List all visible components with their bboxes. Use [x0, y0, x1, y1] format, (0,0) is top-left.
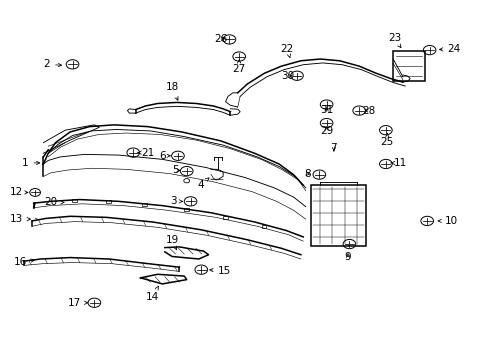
- Text: 15: 15: [210, 266, 231, 276]
- Bar: [393, 51, 425, 81]
- Text: 4: 4: [197, 178, 209, 190]
- Text: 8: 8: [304, 169, 311, 179]
- Text: 9: 9: [344, 252, 351, 262]
- Bar: [184, 208, 189, 211]
- Text: 27: 27: [233, 60, 246, 74]
- Text: 11: 11: [391, 158, 407, 168]
- Text: 13: 13: [10, 214, 30, 224]
- Text: 14: 14: [146, 286, 159, 302]
- Bar: [222, 216, 227, 219]
- Text: 29: 29: [320, 126, 333, 136]
- Text: 3: 3: [170, 196, 182, 206]
- Text: 16: 16: [14, 257, 34, 267]
- Text: 18: 18: [166, 82, 179, 100]
- Text: 25: 25: [381, 134, 394, 147]
- Text: 28: 28: [362, 105, 375, 116]
- Text: 17: 17: [67, 298, 88, 308]
- Bar: [262, 225, 267, 228]
- Text: 24: 24: [440, 44, 461, 54]
- Bar: [72, 199, 77, 202]
- Bar: [106, 200, 111, 203]
- Text: 19: 19: [166, 235, 179, 250]
- Text: 10: 10: [438, 216, 458, 226]
- Text: 22: 22: [281, 44, 294, 58]
- Text: 30: 30: [281, 71, 294, 81]
- Text: 5: 5: [172, 165, 180, 175]
- Bar: [143, 203, 147, 206]
- Text: 2: 2: [44, 59, 62, 69]
- Text: 1: 1: [22, 158, 40, 168]
- Text: 12: 12: [10, 188, 28, 197]
- Text: 6: 6: [159, 151, 171, 161]
- Text: 23: 23: [388, 33, 401, 48]
- Text: 21: 21: [138, 148, 154, 158]
- Bar: [311, 185, 367, 246]
- Text: 31: 31: [320, 104, 333, 114]
- Text: 7: 7: [331, 143, 337, 153]
- Text: 26: 26: [214, 34, 227, 44]
- Text: 20: 20: [44, 197, 64, 207]
